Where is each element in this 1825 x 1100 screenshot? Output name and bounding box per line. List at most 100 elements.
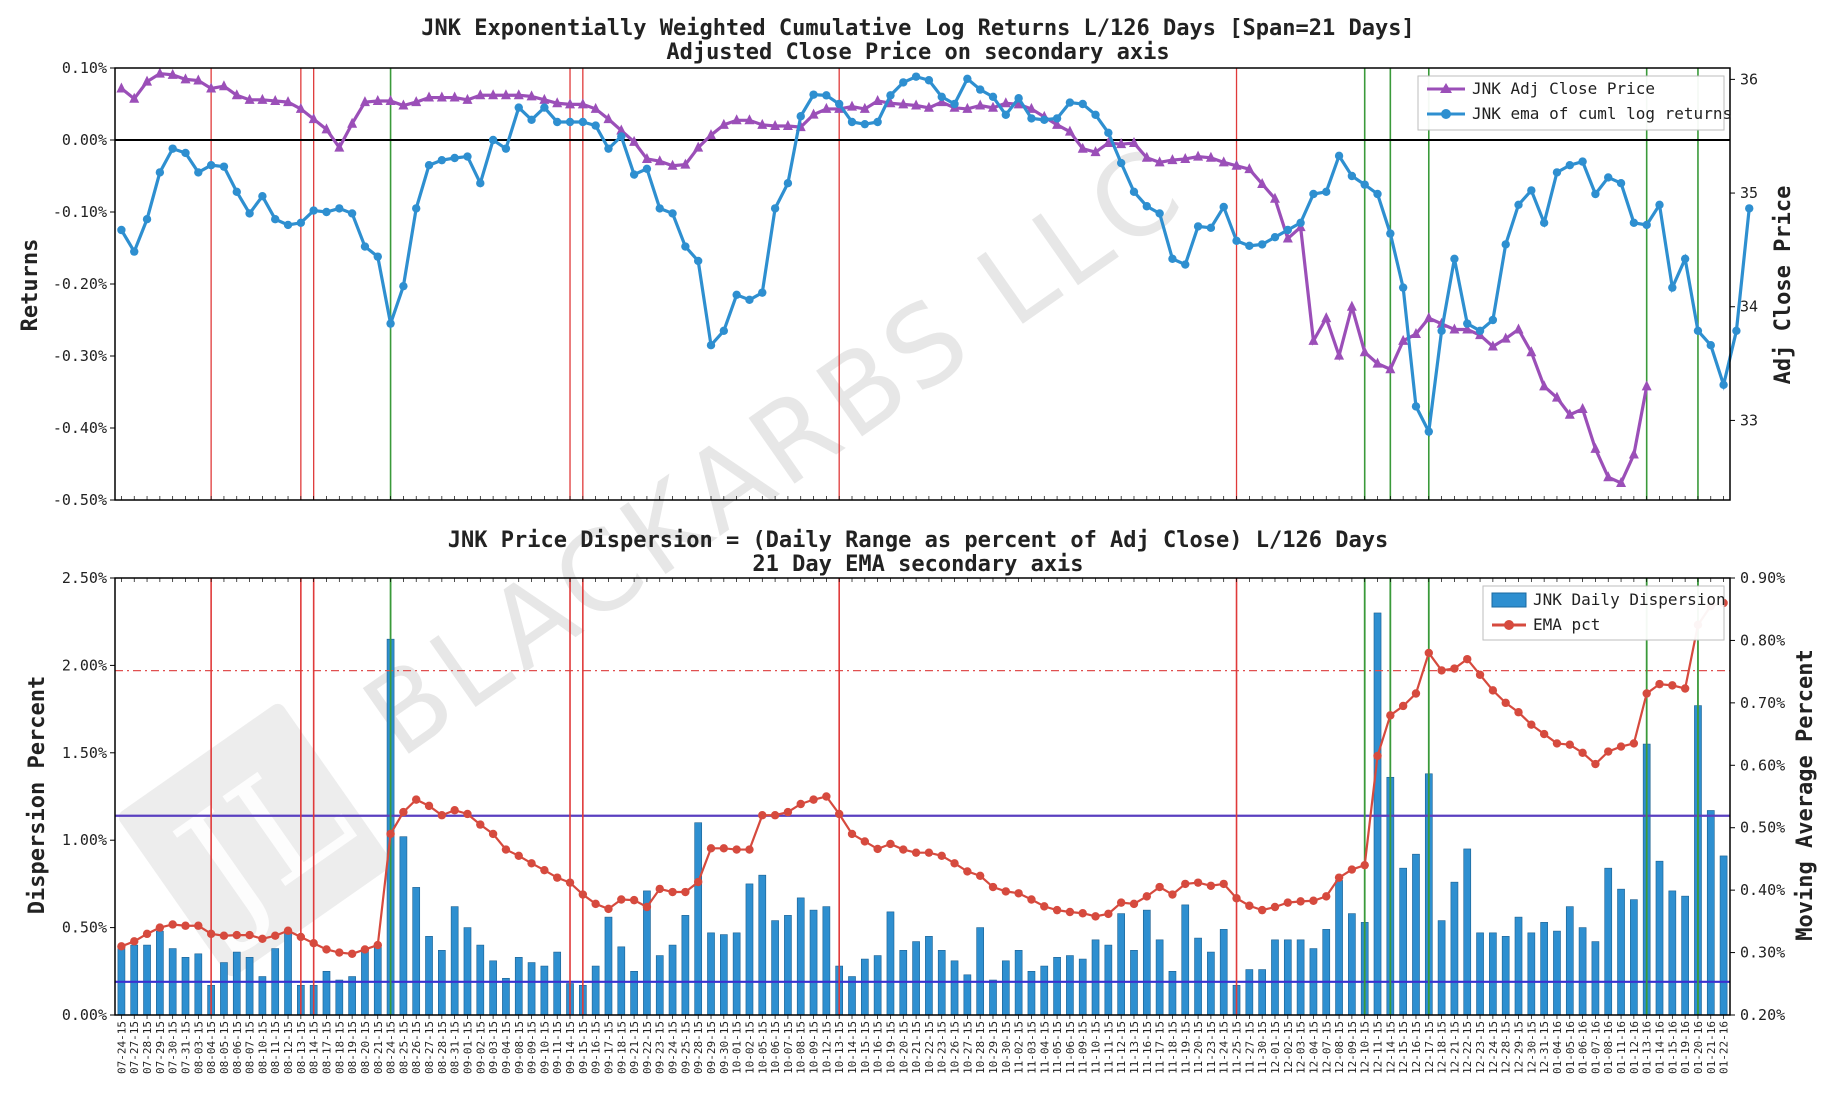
y-right-tick-label: 35 [1740,184,1758,202]
x-date-label: 11-02-15 [1013,1021,1026,1074]
ema-pct-point [1155,882,1164,892]
ema-pct-point [1398,701,1408,711]
x-date-label: 08-31-15 [449,1021,462,1074]
returns-series [116,67,1754,487]
dispersion-bar [502,977,510,1016]
x-date-label: 07-24-15 [115,1021,128,1074]
y-tick-label: -0.40% [53,419,107,437]
dispersion-bar [1296,939,1305,1016]
x-date-label: 11-04-15 [1038,1021,1051,1074]
ema-returns-point [1270,233,1280,242]
adj-close-point [1205,151,1216,162]
ema-pct-point [924,848,934,857]
x-date-label: 11-11-15 [1102,1021,1115,1074]
ema-pct-point [1373,751,1382,761]
ema-pct-point [1078,909,1087,918]
adj-close-point [987,101,998,112]
x-date-label: 11-16-15 [1141,1021,1154,1074]
y-tick-label: 2.00% [62,656,107,674]
adj-close-point [334,141,345,152]
ema-returns-point [1360,180,1369,189]
ema-pct-point [335,948,344,957]
ema-pct-point [488,829,498,839]
x-date-label: 11-05-15 [1051,1021,1064,1074]
ema-returns-point [488,135,498,145]
ema-pct-point [1206,881,1216,890]
x-date-label: 11-30-15 [1256,1021,1269,1074]
dispersion-bar [1412,853,1420,1016]
ema-pct-point [1411,689,1421,698]
ema-pct-point [360,945,370,954]
x-date-label: 10-27-15 [961,1021,974,1074]
dispersion-bar [194,953,203,1016]
dispersion-reference-lines [115,669,1730,983]
ema-returns-point [130,247,139,256]
ema-returns-point [283,220,293,230]
ema-returns-point [1065,98,1075,107]
adj-close-point [218,80,229,91]
ema-pct-point [1655,679,1664,689]
ema-pct-point [1168,890,1177,899]
ema-pct-point [347,949,357,959]
adj-close-point [808,108,819,119]
ema-returns-point [206,161,216,170]
adj-close-point [885,97,896,108]
adj-close-point [1282,232,1293,243]
dispersion-bar [1514,916,1523,1016]
x-date-label: 11-25-15 [1231,1021,1244,1074]
adj-close-point [129,92,140,103]
x-date-label: 11-03-15 [1025,1021,1038,1074]
x-date-label: 11-18-15 [1166,1021,1179,1074]
x-date-label: 09-17-15 [602,1021,615,1074]
ema-pct-point [1257,905,1267,915]
circle-marker-icon [1441,109,1451,119]
ema-pct-point [1091,912,1100,921]
ema-pct-point [1501,698,1510,708]
returns-legend: JNK Adj Close Price JNK ema of cuml log … [1417,75,1732,131]
ema-returns-point [1616,179,1626,188]
adj-close-point [1603,471,1614,482]
x-date-label: 08-25-15 [397,1021,410,1074]
adj-close-point [1577,403,1588,414]
dispersion-bar [668,944,677,1016]
ema-returns-point [142,215,152,224]
adj-close-point [1385,363,1396,374]
x-date-label: 07-28-15 [141,1021,154,1074]
x-date-label: 08-05-15 [218,1021,231,1074]
x-date-label: 10-20-15 [897,1021,910,1074]
x-date-label: 12-23-15 [1474,1021,1487,1074]
adj-close-point [565,98,576,109]
adj-close-point [436,91,447,102]
ema-returns-point [463,152,472,161]
adj-close-point [1590,442,1601,453]
ema-returns-point [1181,260,1190,269]
x-date-label: 12-01-15 [1269,1021,1282,1074]
ema-pct-point [886,839,895,849]
ema-pct-point [1604,747,1613,756]
ema-returns-point [899,78,908,87]
adj-close-point [1526,346,1537,357]
ema-returns-point [322,207,331,217]
ema-returns-point [1257,240,1267,249]
x-date-label: 12-30-15 [1525,1021,1538,1074]
ema-returns-point [706,341,716,350]
adj-close-point [1218,156,1229,167]
ema-returns-point [232,187,241,197]
adj-close-point [693,141,704,152]
ema-pct-point [706,844,716,853]
ema-returns-point [1347,171,1357,181]
dispersion-bar [156,930,164,1016]
ema-returns-point [745,295,754,305]
x-date-label: 12-14-15 [1384,1021,1397,1074]
adj-close-point [654,155,665,166]
y-right-tick-label: 0.60% [1740,756,1785,774]
ema-returns-point [309,206,318,215]
dispersion-bar [1335,880,1343,1016]
ema-returns-point [783,179,793,188]
adj-close-point [641,152,652,163]
dispersion-bar [1001,960,1010,1016]
ema-pct-point [1552,739,1562,748]
adj-close-point [1116,138,1127,149]
adj-close-point [629,135,640,146]
dispersion-bar [1617,888,1625,1016]
